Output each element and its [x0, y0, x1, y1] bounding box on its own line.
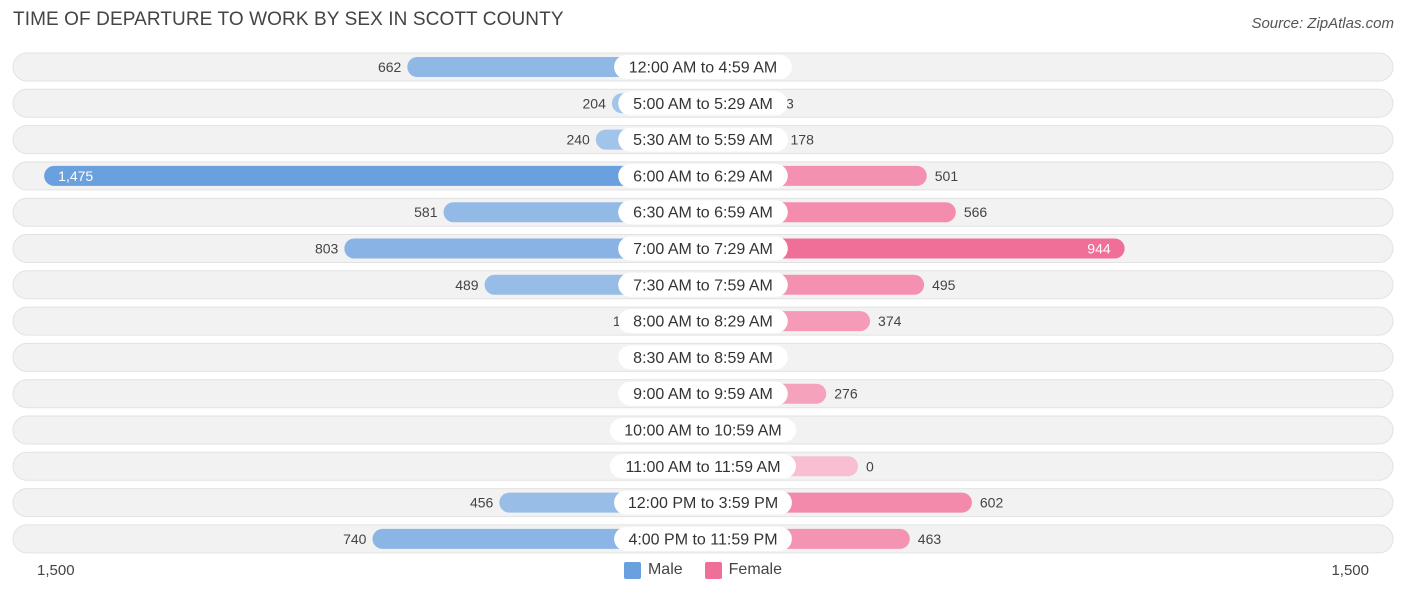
category-label: 10:00 AM to 10:59 AM [624, 423, 781, 440]
row-10: 6911710:00 AM to 10:59 AM [12, 415, 1394, 445]
value-label-female: 501 [935, 168, 959, 184]
row-6: 489 495 7:30 AM to 7:59 AM [12, 270, 1394, 300]
value-label-female: 566 [964, 204, 988, 220]
legend-swatch-male [623, 561, 641, 579]
category-label: 8:00 AM to 8:29 AM [633, 314, 773, 331]
value-label-male: 1,475 [58, 168, 93, 184]
row-4: 581 566 6:30 AM to 6:59 AM [12, 197, 1394, 227]
row-5: 803 944 7:00 AM to 7:29 AM [12, 234, 1394, 263]
category-pill [618, 200, 788, 225]
axis-left-label: 1,500 [37, 562, 75, 579]
category-label: 12:00 PM to 3:59 PM [628, 495, 778, 512]
value-label-male: 204 [583, 95, 607, 111]
value-label-male: 489 [455, 277, 479, 293]
row-13: 740 463 4:00 PM to 11:59 PM [12, 524, 1394, 554]
value-label-male: 240 [566, 132, 590, 148]
category-pill [618, 309, 788, 334]
row-8: 661078:30 AM to 8:59 AM [12, 342, 1394, 372]
value-label-female: 463 [918, 531, 942, 547]
row-9: 1092769:00 AM to 9:59 AM [12, 379, 1394, 409]
row-1: 2041335:00 AM to 5:29 AM [12, 88, 1394, 118]
category-label: 9:00 AM to 9:59 AM [633, 386, 773, 403]
value-label-male: 581 [414, 204, 438, 220]
axis-right-label: 1,500 [1331, 562, 1369, 579]
legend-item-female: Female [704, 561, 783, 579]
value-label-male: 803 [315, 241, 339, 257]
category-pill [618, 236, 788, 261]
category-label: 7:00 AM to 7:29 AM [633, 241, 773, 258]
category-label: 7:30 AM to 7:59 AM [633, 277, 773, 294]
category-label: 8:30 AM to 8:59 AM [633, 350, 773, 367]
category-pill [614, 526, 792, 551]
category-pill [618, 127, 788, 152]
category-pill [610, 454, 796, 479]
value-label-male: 662 [378, 59, 402, 75]
category-pill [618, 272, 788, 297]
source-credit: Source: ZipAtlas.com [1251, 15, 1394, 32]
category-pill [618, 163, 788, 188]
category-label: 6:00 AM to 6:29 AM [633, 168, 773, 185]
bar-female [693, 238, 1125, 259]
row-0: 6629412:00 AM to 4:59 AM [12, 52, 1394, 82]
row-11: 13011:00 AM to 11:59 AM [12, 451, 1394, 481]
category-label: 6:30 AM to 6:59 AM [633, 205, 773, 222]
value-label-male: 456 [470, 495, 494, 511]
value-label-female: 374 [878, 313, 902, 329]
category-pill [610, 418, 796, 442]
row-3: 1,475 501 6:00 AM to 6:29 AM [12, 161, 1394, 191]
diverging-bar-chart: 6629412:00 AM to 4:59 AM 2041335:00 AM to… [12, 52, 1394, 554]
value-label-female: 944 [1087, 241, 1111, 257]
row-2: 240 178 5:30 AM to 5:59 AM [12, 125, 1394, 155]
value-label-female: 276 [834, 386, 858, 402]
category-label: 4:00 PM to 11:59 PM [628, 531, 777, 548]
value-label-female: 495 [932, 277, 956, 293]
legend-label-female: Female [728, 561, 783, 578]
row-7: 1363748:00 AM to 8:29 AM [12, 306, 1394, 336]
chart-title: TIME OF DEPARTURE TO WORK BY SEX IN SCOT… [13, 9, 564, 30]
row-12: 456 602 12:00 PM to 3:59 PM [12, 488, 1394, 518]
category-pill [618, 345, 788, 370]
category-label: 12:00 AM to 4:59 AM [629, 60, 778, 77]
category-pill [618, 381, 788, 406]
legend-item-male: Male [623, 561, 683, 579]
category-label: 5:30 AM to 5:59 AM [633, 132, 773, 149]
legend-label-male: Male [647, 561, 683, 578]
category-label: 11:00 AM to 11:59 AM [625, 459, 780, 476]
category-pill [614, 490, 792, 515]
bar-male [44, 165, 713, 186]
legend: Male Female [0, 561, 1406, 579]
value-label-male: 740 [343, 531, 367, 547]
category-pill [618, 91, 788, 116]
legend-swatch-female [704, 561, 722, 579]
category-pill [614, 55, 792, 79]
value-label-female: 0 [866, 458, 874, 474]
category-label: 5:00 AM to 5:29 AM [633, 96, 773, 113]
value-label-female: 602 [980, 495, 1004, 511]
value-label-female: 178 [791, 132, 815, 148]
